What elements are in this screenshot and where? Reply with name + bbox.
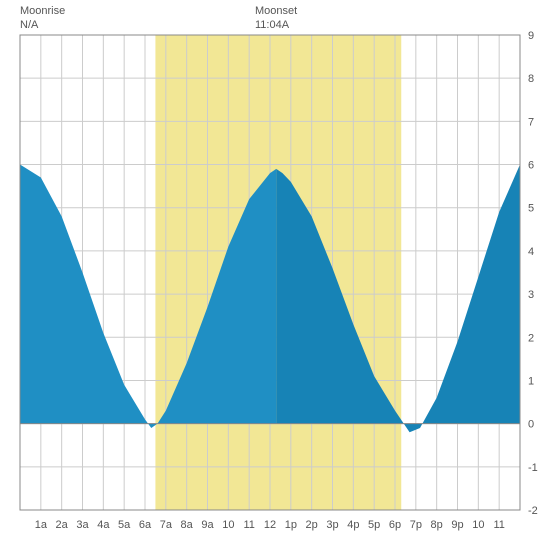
y-tick-label: 3 (528, 289, 534, 301)
x-tick-label: 2p (306, 519, 318, 531)
x-tick-label: 2a (56, 519, 69, 531)
y-tick-label: -1 (528, 462, 538, 474)
x-tick-label: 12 (264, 519, 276, 531)
x-tick-label: 6a (139, 519, 152, 531)
x-tick-label: 7a (160, 519, 173, 531)
x-tick-label: 1p (285, 519, 297, 531)
moonrise-label: Moonrise (20, 4, 65, 18)
x-tick-label: 3a (76, 519, 89, 531)
moonset-block: Moonset 11:04A (255, 4, 297, 33)
x-tick-label: 8a (181, 519, 194, 531)
moonrise-value: N/A (20, 18, 65, 32)
chart-svg: 1a2a3a4a5a6a7a8a9a1011121p2p3p4p5p6p7p8p… (0, 0, 550, 550)
y-tick-label: 1 (528, 375, 534, 387)
y-tick-label: 7 (528, 116, 534, 128)
x-tick-label: 10 (472, 519, 484, 531)
moonrise-block: Moonrise N/A (20, 4, 65, 33)
tide-chart: Moonrise N/A Moonset 11:04A 1a 2a 3a 4a 5a 6a… (0, 0, 550, 550)
x-tick-label: 9a (201, 519, 214, 531)
x-tick-label: 9p (451, 519, 463, 531)
x-tick-label: 4p (347, 519, 359, 531)
y-tick-label: 8 (528, 73, 534, 85)
x-tick-label: 6p (389, 519, 401, 531)
moonset-value: 11:04A (255, 18, 297, 32)
x-tick-label: 8p (431, 519, 443, 531)
y-tick-label: 0 (528, 419, 534, 431)
x-tick-label: 11 (493, 519, 504, 531)
x-tick-label: 10 (222, 519, 234, 531)
x-tick-label: 4a (97, 519, 110, 531)
y-tick-label: -2 (528, 505, 538, 517)
y-tick-label: 6 (528, 160, 534, 172)
x-tick-label: 11 (243, 519, 254, 531)
moonset-label: Moonset (255, 4, 297, 18)
y-tick-label: 9 (528, 30, 534, 42)
x-tick-label: 5a (118, 519, 131, 531)
y-tick-label: 4 (528, 246, 534, 258)
y-tick-label: 5 (528, 203, 534, 215)
x-tick-label: 3p (326, 519, 338, 531)
y-tick-label: 2 (528, 332, 534, 344)
x-tick-label: 5p (368, 519, 380, 531)
x-tick-label: 1a (35, 519, 48, 531)
x-tick-label: 7p (410, 519, 422, 531)
